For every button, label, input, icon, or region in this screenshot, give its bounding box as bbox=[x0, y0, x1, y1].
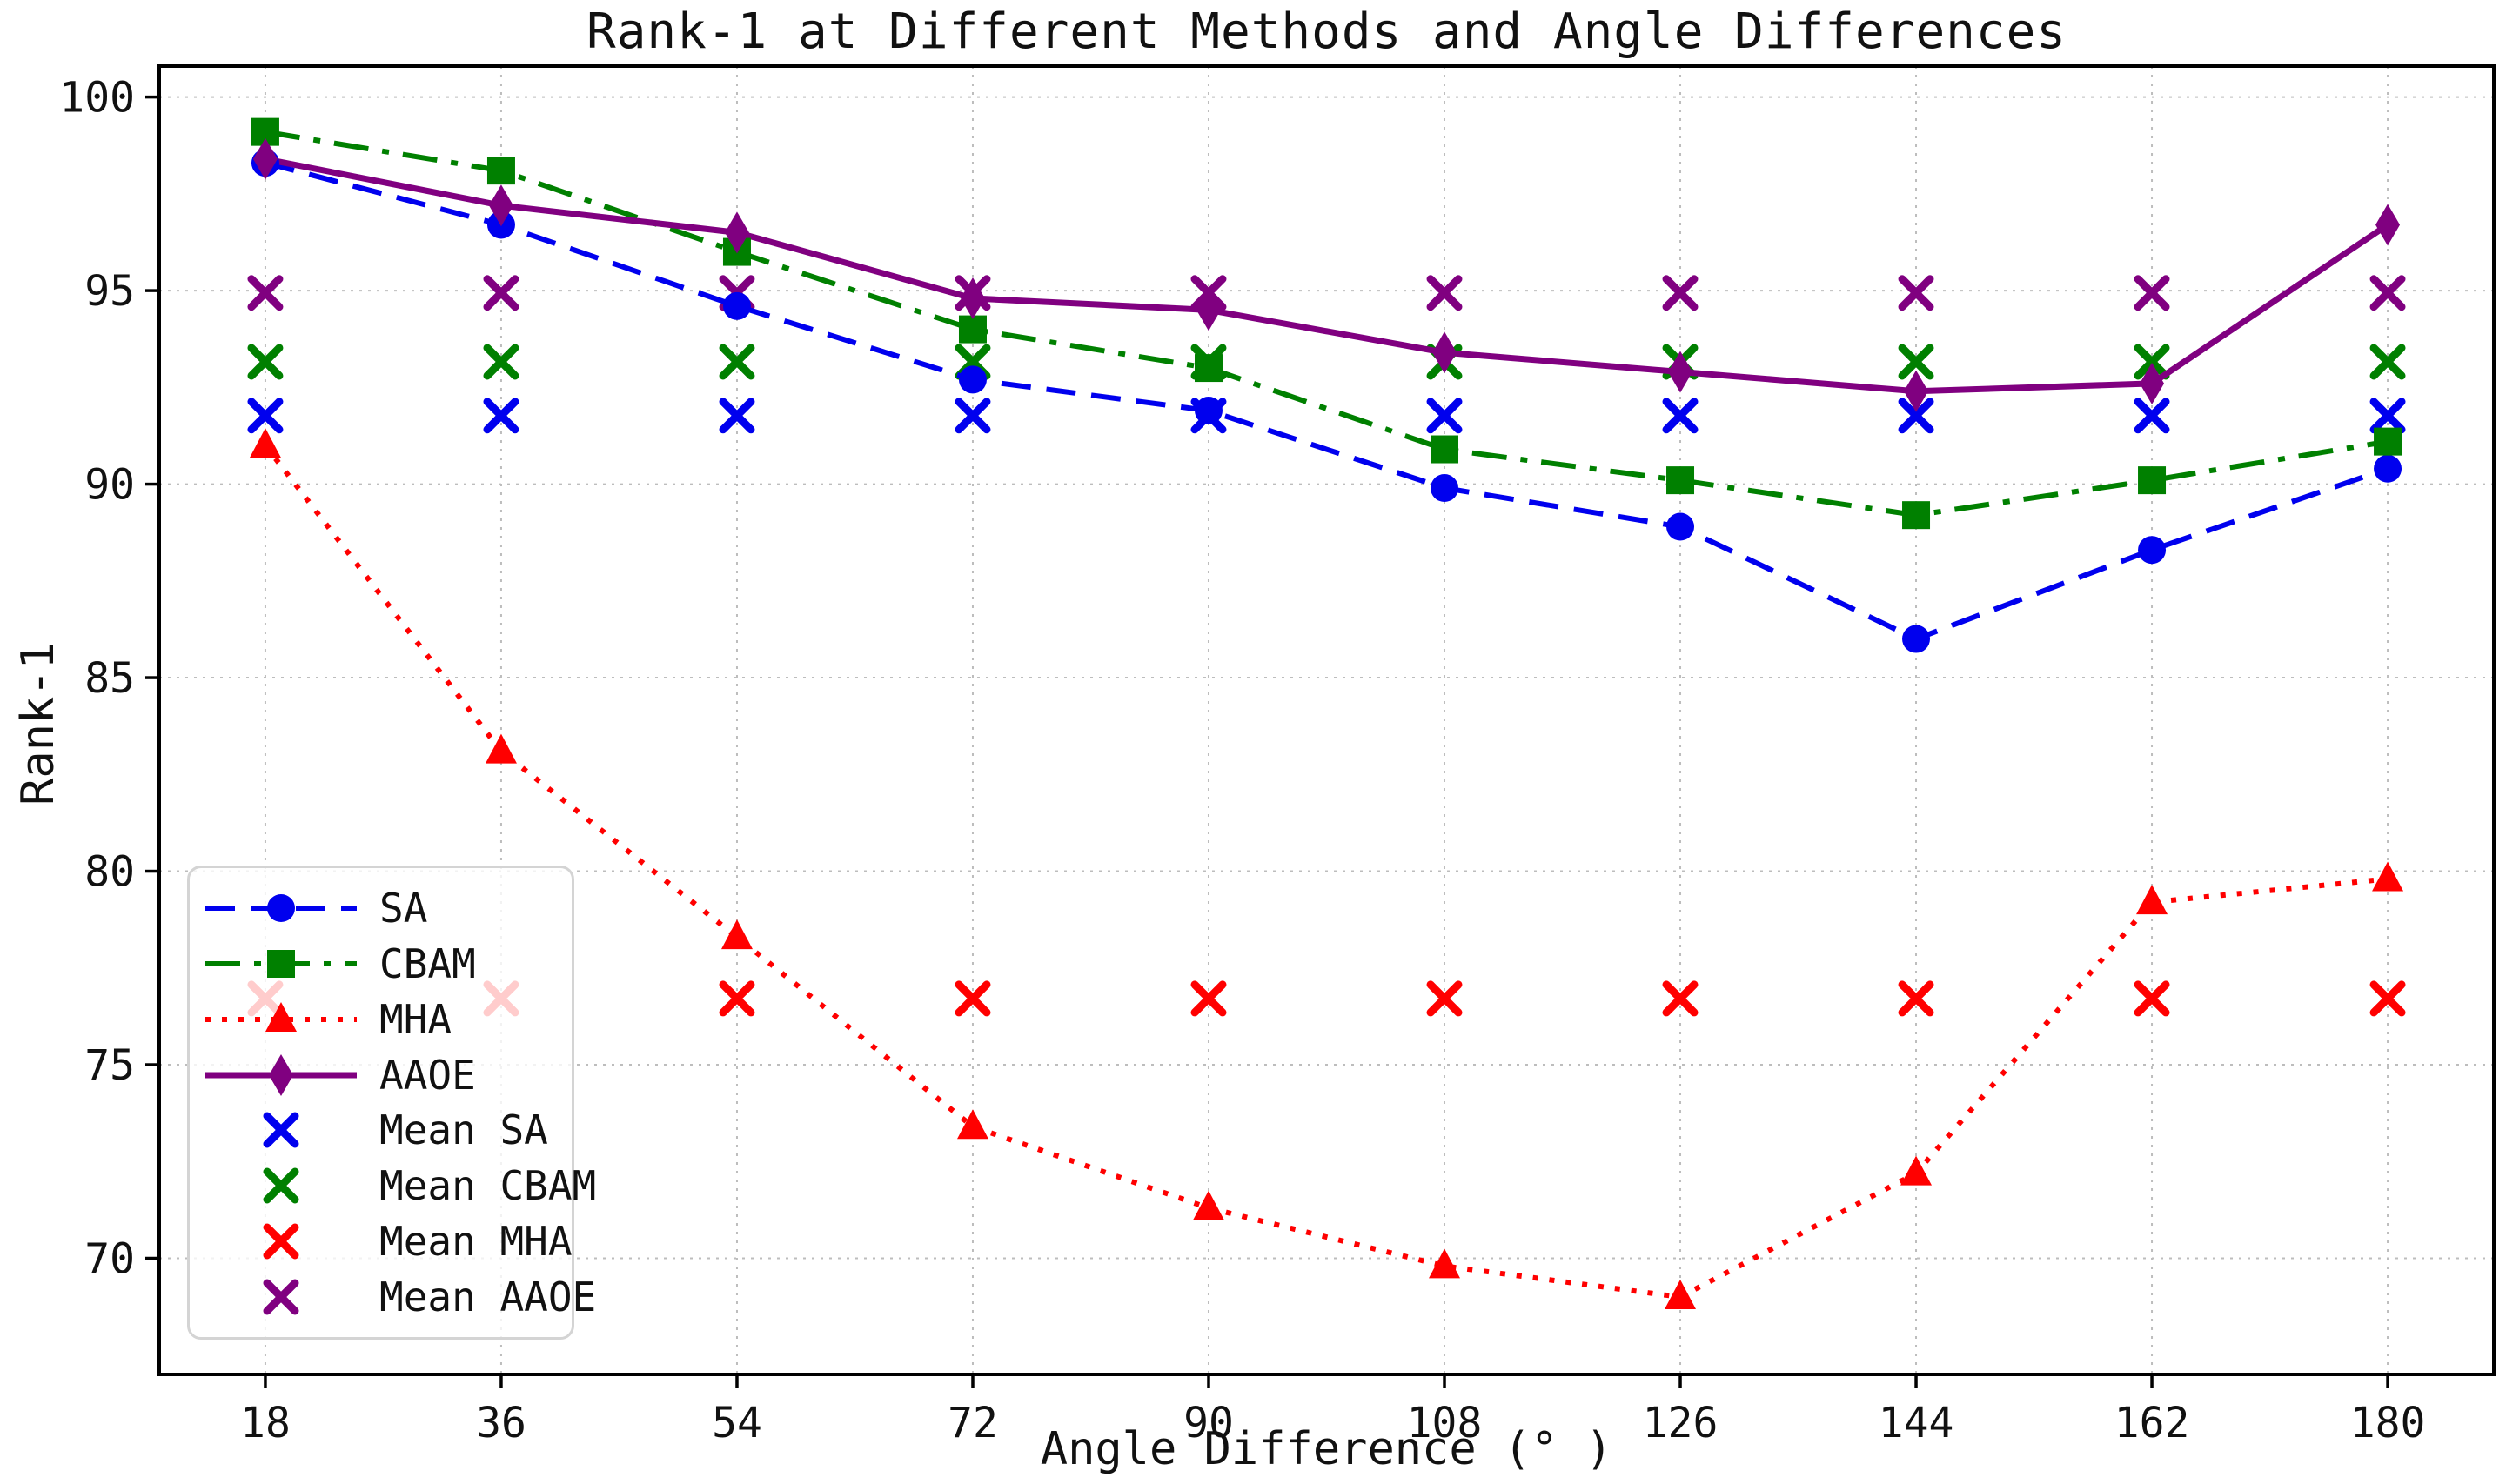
legend-label: Mean MHA bbox=[379, 1218, 573, 1266]
series-line-cbam bbox=[265, 129, 2389, 518]
mean-markers-mean-sa bbox=[247, 398, 2406, 434]
mean-markers-mean-cbam bbox=[247, 344, 2406, 380]
legend-item-aaoe: AAOE bbox=[198, 1051, 563, 1100]
legend-item-mha: MHA bbox=[198, 995, 563, 1044]
svg-text:72: 72 bbox=[948, 1399, 998, 1447]
plot-border bbox=[157, 64, 2496, 1376]
svg-text:18: 18 bbox=[240, 1399, 291, 1447]
svg-text:108: 108 bbox=[1407, 1399, 1483, 1447]
series-line-aaoe bbox=[265, 156, 2389, 395]
legend-sample-sa bbox=[205, 893, 357, 922]
legend-sample-mean-cbam bbox=[263, 1167, 299, 1204]
svg-text:54: 54 bbox=[712, 1399, 762, 1447]
series-line-sa bbox=[265, 160, 2389, 642]
legend-sample-mean-sa bbox=[263, 1112, 299, 1148]
legend-sample-mha bbox=[205, 1001, 357, 1032]
svg-text:180: 180 bbox=[2350, 1399, 2426, 1447]
x-tick-labels: 18 36 54 72 90 108 126 144 162 180 bbox=[240, 1399, 2425, 1447]
svg-text:85: 85 bbox=[84, 654, 135, 703]
legend-label: Mean AAOE bbox=[379, 1273, 597, 1321]
chart-title: Rank-1 at Different Methods and Angle Di… bbox=[586, 3, 2067, 60]
legend-item-mean-mha: Mean MHA bbox=[198, 1217, 573, 1266]
svg-text:75: 75 bbox=[84, 1041, 135, 1090]
mean-markers-mean-aaoe bbox=[247, 275, 2406, 311]
legend-label: AAOE bbox=[379, 1051, 476, 1099]
legend-label: MHA bbox=[379, 995, 452, 1043]
legend-label: Mean SA bbox=[379, 1106, 548, 1154]
svg-text:70: 70 bbox=[84, 1235, 135, 1284]
series-line-mha bbox=[263, 444, 2389, 1300]
legend-item-sa: SA bbox=[198, 884, 563, 933]
svg-text:80: 80 bbox=[84, 848, 135, 897]
legend-sample-mean-aaoe bbox=[263, 1279, 299, 1315]
legend-item-cbam: CBAM bbox=[198, 939, 563, 988]
legend-sample-aaoe bbox=[205, 1053, 357, 1096]
legend-label: Mean CBAM bbox=[379, 1162, 597, 1210]
series-markers-mha bbox=[249, 428, 2404, 1310]
x-axis-label: Angle Difference (° ) bbox=[1040, 1423, 1613, 1475]
svg-text:90: 90 bbox=[1183, 1399, 1234, 1447]
svg-text:95: 95 bbox=[84, 267, 135, 316]
legend-item-mean-sa: Mean SA bbox=[198, 1106, 563, 1154]
legend-label: SA bbox=[379, 884, 428, 932]
svg-text:162: 162 bbox=[2114, 1399, 2190, 1447]
series-markers-aaoe bbox=[252, 137, 2401, 412]
series-markers-cbam bbox=[251, 117, 2402, 530]
svg-text:144: 144 bbox=[1879, 1399, 1954, 1447]
legend-item-mean-cbam: Mean CBAM bbox=[198, 1161, 596, 1210]
svg-text:100: 100 bbox=[59, 74, 135, 123]
legend-sample-cbam bbox=[205, 949, 357, 978]
legend-item-mean-aaoe: Mean AAOE bbox=[198, 1273, 596, 1321]
y-tick-labels: 70 75 80 85 90 95 100 bbox=[59, 74, 135, 1284]
y-axis-label: Rank-1 bbox=[12, 642, 64, 806]
svg-text:126: 126 bbox=[1643, 1399, 1719, 1447]
svg-text:36: 36 bbox=[476, 1399, 526, 1447]
legend-label: CBAM bbox=[379, 939, 476, 987]
svg-text:90: 90 bbox=[84, 461, 135, 510]
legend-sample-mean-mha bbox=[263, 1223, 299, 1260]
axis-ticks bbox=[145, 95, 2389, 1388]
legend: SA CBAM MHA AAOE Mean SA Mean CBAM Mean MHA Mea… bbox=[187, 866, 596, 1340]
